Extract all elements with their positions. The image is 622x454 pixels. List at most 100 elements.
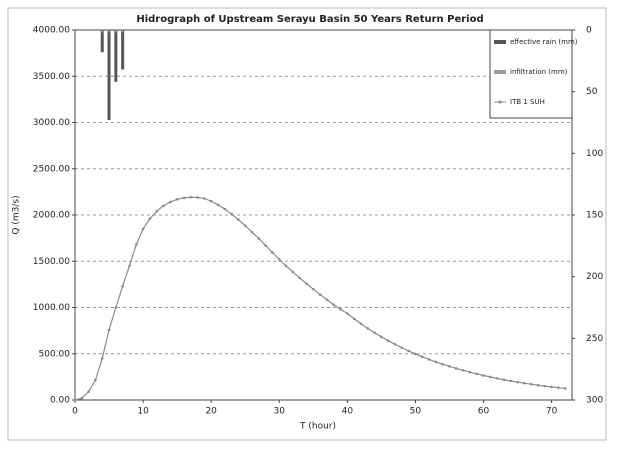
hydrograph-point xyxy=(475,372,478,376)
hydrograph-point xyxy=(141,227,145,231)
x-tick-label: 50 xyxy=(410,407,422,417)
hydrograph-point xyxy=(427,358,431,361)
hydrograph-point xyxy=(529,382,533,386)
hydrograph-point xyxy=(114,306,118,309)
hydrograph-point xyxy=(495,377,499,380)
rain-bar xyxy=(121,30,125,70)
y-tick-label: 2000.00 xyxy=(33,211,70,221)
hydrograph-point xyxy=(434,360,438,364)
y-tick-label: 0.00 xyxy=(50,396,70,406)
hydrograph-point xyxy=(175,197,179,201)
hydrograph-point xyxy=(107,328,111,332)
hydrograph-point xyxy=(257,237,261,240)
legend-swatch xyxy=(498,100,502,104)
y2-tick-label: 250 xyxy=(586,334,603,344)
y2-tick-label: 150 xyxy=(586,211,603,221)
y-tick-label: 3000.00 xyxy=(33,118,70,128)
hydrograph-point xyxy=(441,362,444,366)
y2-tick-label: 50 xyxy=(586,87,598,97)
hydrograph-point xyxy=(454,367,458,370)
legend-swatch xyxy=(494,70,506,74)
hydrograph-point xyxy=(482,374,485,377)
x-tick-label: 70 xyxy=(546,407,558,417)
chart-title: Hidrograph of Upstream Serayu Basin 50 Y… xyxy=(136,14,483,25)
hydrograph-point xyxy=(536,383,540,387)
hydrograph-point xyxy=(277,258,281,261)
hydrograph-point xyxy=(366,327,370,330)
rain-bar xyxy=(115,30,117,33)
hydrograph-point xyxy=(291,270,295,274)
hydrograph-point xyxy=(189,195,193,199)
hydrograph-point xyxy=(311,287,315,291)
y-tick-label: 4000.00 xyxy=(33,26,70,36)
hydrograph-point xyxy=(468,370,472,374)
hydrograph-point xyxy=(243,224,247,227)
hydrograph-point xyxy=(128,264,131,268)
x-tick-label: 20 xyxy=(205,407,217,417)
hydrograph-point xyxy=(182,196,186,200)
hydrograph-point xyxy=(563,387,567,390)
hydrograph-point xyxy=(162,204,165,208)
hydrograph-point xyxy=(352,317,356,321)
hydrograph-point xyxy=(557,386,560,389)
y-tick-label: 3500.00 xyxy=(33,72,70,82)
hydrograph-point xyxy=(346,312,349,315)
hydrograph-point xyxy=(121,284,124,288)
y-tick-label: 1500.00 xyxy=(33,257,70,267)
hydrograph-point xyxy=(73,398,77,402)
y-tick-label: 1000.00 xyxy=(33,303,70,313)
hydrograph-point xyxy=(216,203,220,207)
hydrograph-point xyxy=(502,378,506,382)
hydrograph-point xyxy=(230,212,233,216)
hydrograph-point xyxy=(209,199,213,203)
hydrograph-point xyxy=(380,335,383,339)
hydrograph-point xyxy=(264,244,267,247)
hydrograph-point xyxy=(284,264,288,268)
y-tick-label: 2500.00 xyxy=(33,164,70,174)
y2-tick-label: 200 xyxy=(586,272,603,282)
hydrograph-point xyxy=(134,243,138,246)
plot-area xyxy=(74,29,573,401)
hydrograph-point xyxy=(359,322,363,326)
x-tick-label: 60 xyxy=(478,407,490,417)
legend-label: infiltration (mm) xyxy=(510,68,568,76)
x-axis-label: T (hour) xyxy=(299,422,336,432)
hydrograph-point xyxy=(461,369,465,372)
hydrograph-point xyxy=(448,365,451,368)
hydrograph-point xyxy=(550,385,553,389)
rain-bar xyxy=(107,30,111,121)
y2-tick-label: 0 xyxy=(586,26,592,36)
hydrograph-point xyxy=(148,217,152,220)
hydrograph-point xyxy=(373,331,376,335)
y-axis-label: Q (m3/s) xyxy=(12,195,22,234)
rain-bar xyxy=(101,30,103,33)
hydrograph-point xyxy=(516,380,519,384)
hydrograph-point xyxy=(386,339,390,343)
hydrograph-point xyxy=(94,378,97,382)
rain-bar xyxy=(108,30,110,33)
x-tick-label: 10 xyxy=(137,407,149,417)
hydrograph-point xyxy=(87,390,90,393)
hydrograph-point xyxy=(400,346,404,350)
rain-bar xyxy=(121,30,124,33)
legend-label: ITB 1 SUH xyxy=(510,98,545,106)
hydrograph-point xyxy=(414,352,417,356)
x-tick-label: 0 xyxy=(72,407,78,417)
hydrograph-point xyxy=(100,357,104,360)
hydrograph-point xyxy=(407,349,410,353)
hydrograph-point xyxy=(237,218,240,221)
hydrograph-point xyxy=(223,207,227,211)
legend-swatch xyxy=(494,40,506,44)
hydrograph-point xyxy=(80,396,84,400)
rain-bar xyxy=(100,30,104,53)
y2-tick-label: 300 xyxy=(586,396,603,406)
x-tick-label: 30 xyxy=(274,407,286,417)
hydrograph-point xyxy=(305,282,308,285)
hydrograph-point xyxy=(523,381,526,385)
hydrograph-point xyxy=(196,196,199,199)
hydrograph-point xyxy=(543,384,547,388)
hydrograph-point xyxy=(169,200,172,204)
hydrograph-point xyxy=(339,308,342,311)
rain-bar xyxy=(114,30,118,82)
